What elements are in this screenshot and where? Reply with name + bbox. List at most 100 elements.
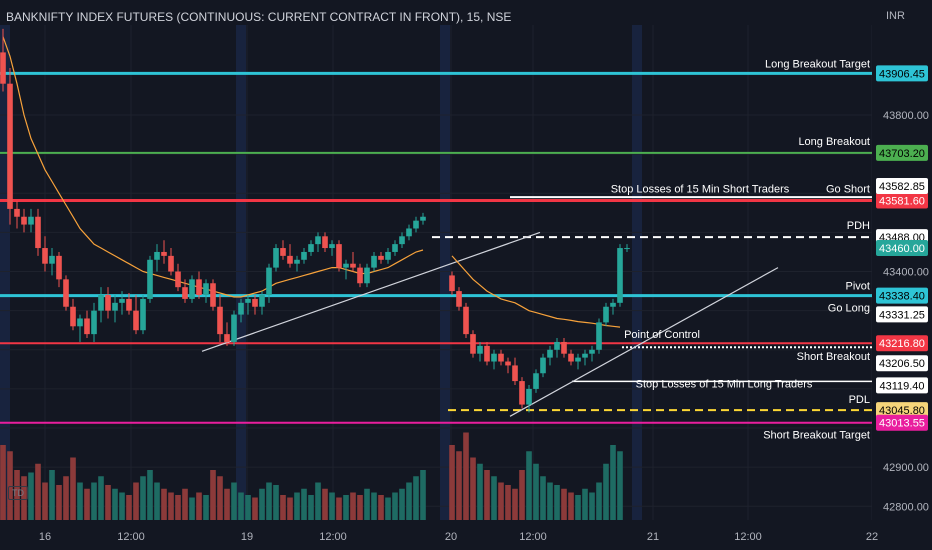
candle-body <box>70 306 76 327</box>
y-tick-label: 42900.00 <box>883 462 929 474</box>
volume-bar <box>350 492 356 520</box>
volume-bar <box>217 476 223 520</box>
volume-bar <box>266 482 272 520</box>
price-tag-background <box>876 177 928 194</box>
price-tag-background <box>876 240 928 257</box>
volume-bar <box>491 476 497 520</box>
candle-body <box>357 267 363 284</box>
candle-body <box>273 248 279 268</box>
y-tick-label: 43400.00 <box>883 267 929 279</box>
volume-bar <box>329 492 335 520</box>
candle-body <box>477 345 483 354</box>
price-tag-background <box>876 335 928 352</box>
volume-bar <box>126 495 132 520</box>
volume-bar <box>119 492 125 520</box>
volume-bar <box>456 451 462 520</box>
volume-bar <box>280 495 286 520</box>
volume-bar <box>0 445 6 520</box>
candle-body <box>7 83 13 209</box>
volume-bar <box>7 451 13 520</box>
volume-bar <box>322 488 328 520</box>
candle-body <box>519 381 525 405</box>
candle-body <box>280 248 286 256</box>
volume-bar <box>63 476 69 520</box>
volume-bar <box>575 495 581 520</box>
price-tag: 43582.85 <box>879 181 925 193</box>
price-tag: 43703.20 <box>879 148 925 160</box>
volume-bar <box>484 470 490 520</box>
candle-body <box>533 373 539 389</box>
candle-body <box>617 248 623 303</box>
volume-bar <box>77 482 83 520</box>
annotation-label: Long Breakout <box>798 136 870 148</box>
volume-bar <box>582 488 588 520</box>
volume-bar <box>112 488 118 520</box>
candle-body <box>133 310 139 331</box>
session-band <box>236 25 246 520</box>
candle-body <box>561 341 567 354</box>
volume-bar <box>105 485 111 520</box>
candle-body <box>399 236 405 245</box>
candle-body <box>217 306 223 335</box>
candle-body <box>98 295 104 311</box>
volume-bar <box>203 495 209 520</box>
annotation-label: Pivot <box>846 281 870 293</box>
volume-bar <box>273 485 279 520</box>
candle-body <box>322 236 328 249</box>
volume-bar <box>147 470 153 520</box>
tradingview-logo-icon: TD <box>8 486 28 500</box>
candle-body <box>308 244 314 252</box>
candle-body <box>350 263 356 268</box>
price-tag: 43906.45 <box>879 68 925 80</box>
candle-body <box>406 228 412 237</box>
volume-bar <box>49 470 55 520</box>
volume-bar <box>336 497 342 520</box>
volume-bar <box>540 476 546 520</box>
candle-body <box>498 353 504 362</box>
candle-body <box>392 244 398 252</box>
volume-bar <box>140 476 146 520</box>
volume-bar <box>91 482 97 520</box>
price-tag: 43460.00 <box>879 243 925 255</box>
volume-bar <box>168 492 174 520</box>
price-tag-background <box>876 287 928 304</box>
annotation-label: PDL <box>849 394 870 406</box>
candle-body <box>231 314 237 342</box>
volume-bar <box>512 488 518 520</box>
volume-bar <box>589 492 595 520</box>
volume-bar <box>554 485 560 520</box>
volume-bar <box>14 470 20 520</box>
x-tick-label: 21 <box>647 531 659 543</box>
volume-bar <box>561 488 567 520</box>
volume-bar <box>238 492 244 520</box>
volume-bar <box>182 488 188 520</box>
candle-body <box>456 291 462 307</box>
candle-body <box>371 255 377 268</box>
candle-body <box>147 259 153 299</box>
volume-bar <box>231 482 237 520</box>
session-band <box>440 25 450 520</box>
annotation-label: PDH <box>847 220 870 232</box>
candle-body <box>77 318 83 327</box>
price-tag: 43013.55 <box>879 418 925 430</box>
currency-label: INR <box>886 10 905 22</box>
volume-bar <box>308 495 314 520</box>
candle-body <box>491 353 497 362</box>
volume-bar <box>133 482 139 520</box>
candle-body <box>168 255 174 272</box>
candle-body <box>91 310 97 335</box>
volume-bar <box>463 432 469 520</box>
x-tick-label: 20 <box>445 531 457 543</box>
volume-bar <box>610 445 616 520</box>
candle-body <box>105 295 111 311</box>
candle-body <box>463 306 469 335</box>
volume-bar <box>189 497 195 520</box>
x-tick-label: 19 <box>241 531 253 543</box>
volume-bar <box>161 488 167 520</box>
candle-body <box>470 334 476 354</box>
candle-body <box>484 345 490 362</box>
volume-bar <box>357 495 363 520</box>
session-band <box>632 25 642 520</box>
volume-bar <box>154 482 160 520</box>
